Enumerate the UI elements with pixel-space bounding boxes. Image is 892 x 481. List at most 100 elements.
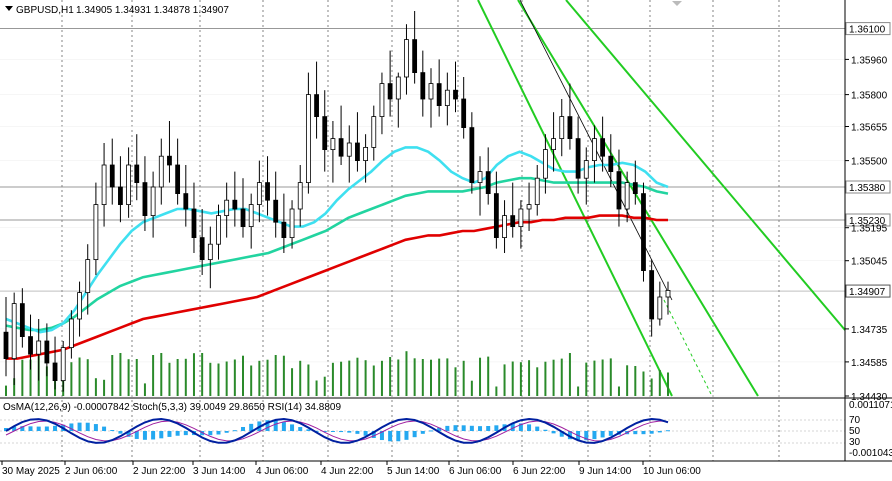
osma-bar <box>428 430 433 432</box>
candle-body <box>600 138 606 157</box>
shift-marker-icon[interactable] <box>672 1 682 6</box>
price-tick-label: 1.35960 <box>851 55 888 66</box>
candle-body <box>624 182 630 210</box>
osc-scale-bottom: -0.001043 <box>849 448 892 459</box>
candle-body <box>592 138 597 162</box>
candle-body <box>387 83 393 100</box>
osma-bar <box>486 425 491 431</box>
time-tick-label: 2 Jun 22:00 <box>133 466 186 477</box>
osma-bar <box>339 431 344 433</box>
candle-body <box>183 193 189 210</box>
osma-bar <box>175 431 180 436</box>
osma-bar <box>93 424 98 431</box>
candle-body <box>518 208 524 228</box>
oscillator-panel <box>0 417 845 444</box>
moving-averages <box>5 146 669 360</box>
candle-body <box>44 340 50 364</box>
candle-body <box>453 89 458 100</box>
candle-body <box>52 362 58 382</box>
osma-bar <box>290 424 295 431</box>
candle-body <box>632 182 638 195</box>
candle-body <box>485 171 491 195</box>
channel-line <box>517 0 759 397</box>
candle-body <box>355 142 360 162</box>
time-tick-label: 3 Jun 14:00 <box>193 466 246 477</box>
osma-bar <box>420 431 425 434</box>
time-tick-label: 5 Jun 14:00 <box>387 466 440 477</box>
osma-bar <box>584 431 589 441</box>
candle-body <box>3 331 9 360</box>
osma-bar <box>649 431 654 434</box>
candle-body <box>379 83 385 117</box>
candle-body <box>543 149 548 179</box>
time-tick-label: 6 Jun 06:00 <box>449 466 502 477</box>
candle-body <box>493 193 499 239</box>
candle-body <box>583 160 589 179</box>
candle-body <box>551 138 556 151</box>
candle-body <box>199 237 205 261</box>
channel-line <box>477 0 673 397</box>
osma-bar <box>159 431 164 439</box>
osma-bar <box>347 431 352 433</box>
osma-bar <box>306 429 311 431</box>
candle-body <box>289 208 295 239</box>
candle-body <box>60 347 66 382</box>
candle-body <box>232 199 238 210</box>
candle-body <box>36 340 42 355</box>
osma-bar <box>600 431 605 438</box>
price-level-tag <box>845 213 891 227</box>
osma-bar <box>28 426 33 431</box>
volume-bars <box>5 351 669 396</box>
channel-line <box>565 0 846 331</box>
candle-body <box>575 138 581 179</box>
candle-body <box>158 155 164 188</box>
candle-body <box>175 164 181 195</box>
osma-bar <box>396 431 401 442</box>
candle-body <box>395 76 401 100</box>
price-tick-label: 1.35195 <box>851 224 888 235</box>
osma-bar <box>437 427 442 431</box>
osma-bar <box>330 431 335 432</box>
osma-bar <box>36 426 41 431</box>
candle-body <box>657 296 663 320</box>
time-tick-label: 10 Jun 06:00 <box>643 466 701 477</box>
candle-body <box>150 186 156 217</box>
osma-bar <box>134 431 139 439</box>
osma-bar <box>445 425 450 431</box>
osma-bar <box>208 431 213 436</box>
candle-body <box>502 215 507 239</box>
osma-bar <box>298 427 303 431</box>
candle-body <box>126 164 131 205</box>
candle-body <box>363 146 369 161</box>
osma-bar <box>355 431 360 434</box>
horizontal-levels: 1.36100 1.35380 1.35230 1.34907 <box>0 22 891 298</box>
osma-bar <box>592 431 597 440</box>
price-level-label: 1.36100 <box>849 25 886 36</box>
candle-body <box>314 94 319 117</box>
price-tick-label: 1.34430 <box>851 392 888 403</box>
collapse-triangle-icon[interactable] <box>5 6 13 11</box>
candle-body <box>207 243 213 260</box>
osma-bar <box>608 431 613 436</box>
candle-body <box>109 164 115 188</box>
osma-bar <box>281 422 286 431</box>
osma-bar <box>363 431 368 436</box>
candle-body <box>420 72 426 100</box>
candle-body <box>240 208 246 228</box>
candle-body <box>371 116 377 148</box>
osma-bar <box>110 430 115 432</box>
osma-bar <box>543 429 548 431</box>
osma-bar <box>249 423 254 431</box>
candle-body <box>19 303 25 338</box>
candle-body <box>428 83 434 100</box>
osma-bar <box>666 430 670 432</box>
osma-bar <box>510 423 515 431</box>
candle-body <box>567 116 573 139</box>
candle-body <box>641 193 646 272</box>
osma-bar <box>412 431 417 438</box>
price-tick-label: 1.35045 <box>851 257 888 268</box>
time-tick-label: 2 Jun 06:00 <box>65 466 118 477</box>
osma-bar <box>126 431 131 437</box>
